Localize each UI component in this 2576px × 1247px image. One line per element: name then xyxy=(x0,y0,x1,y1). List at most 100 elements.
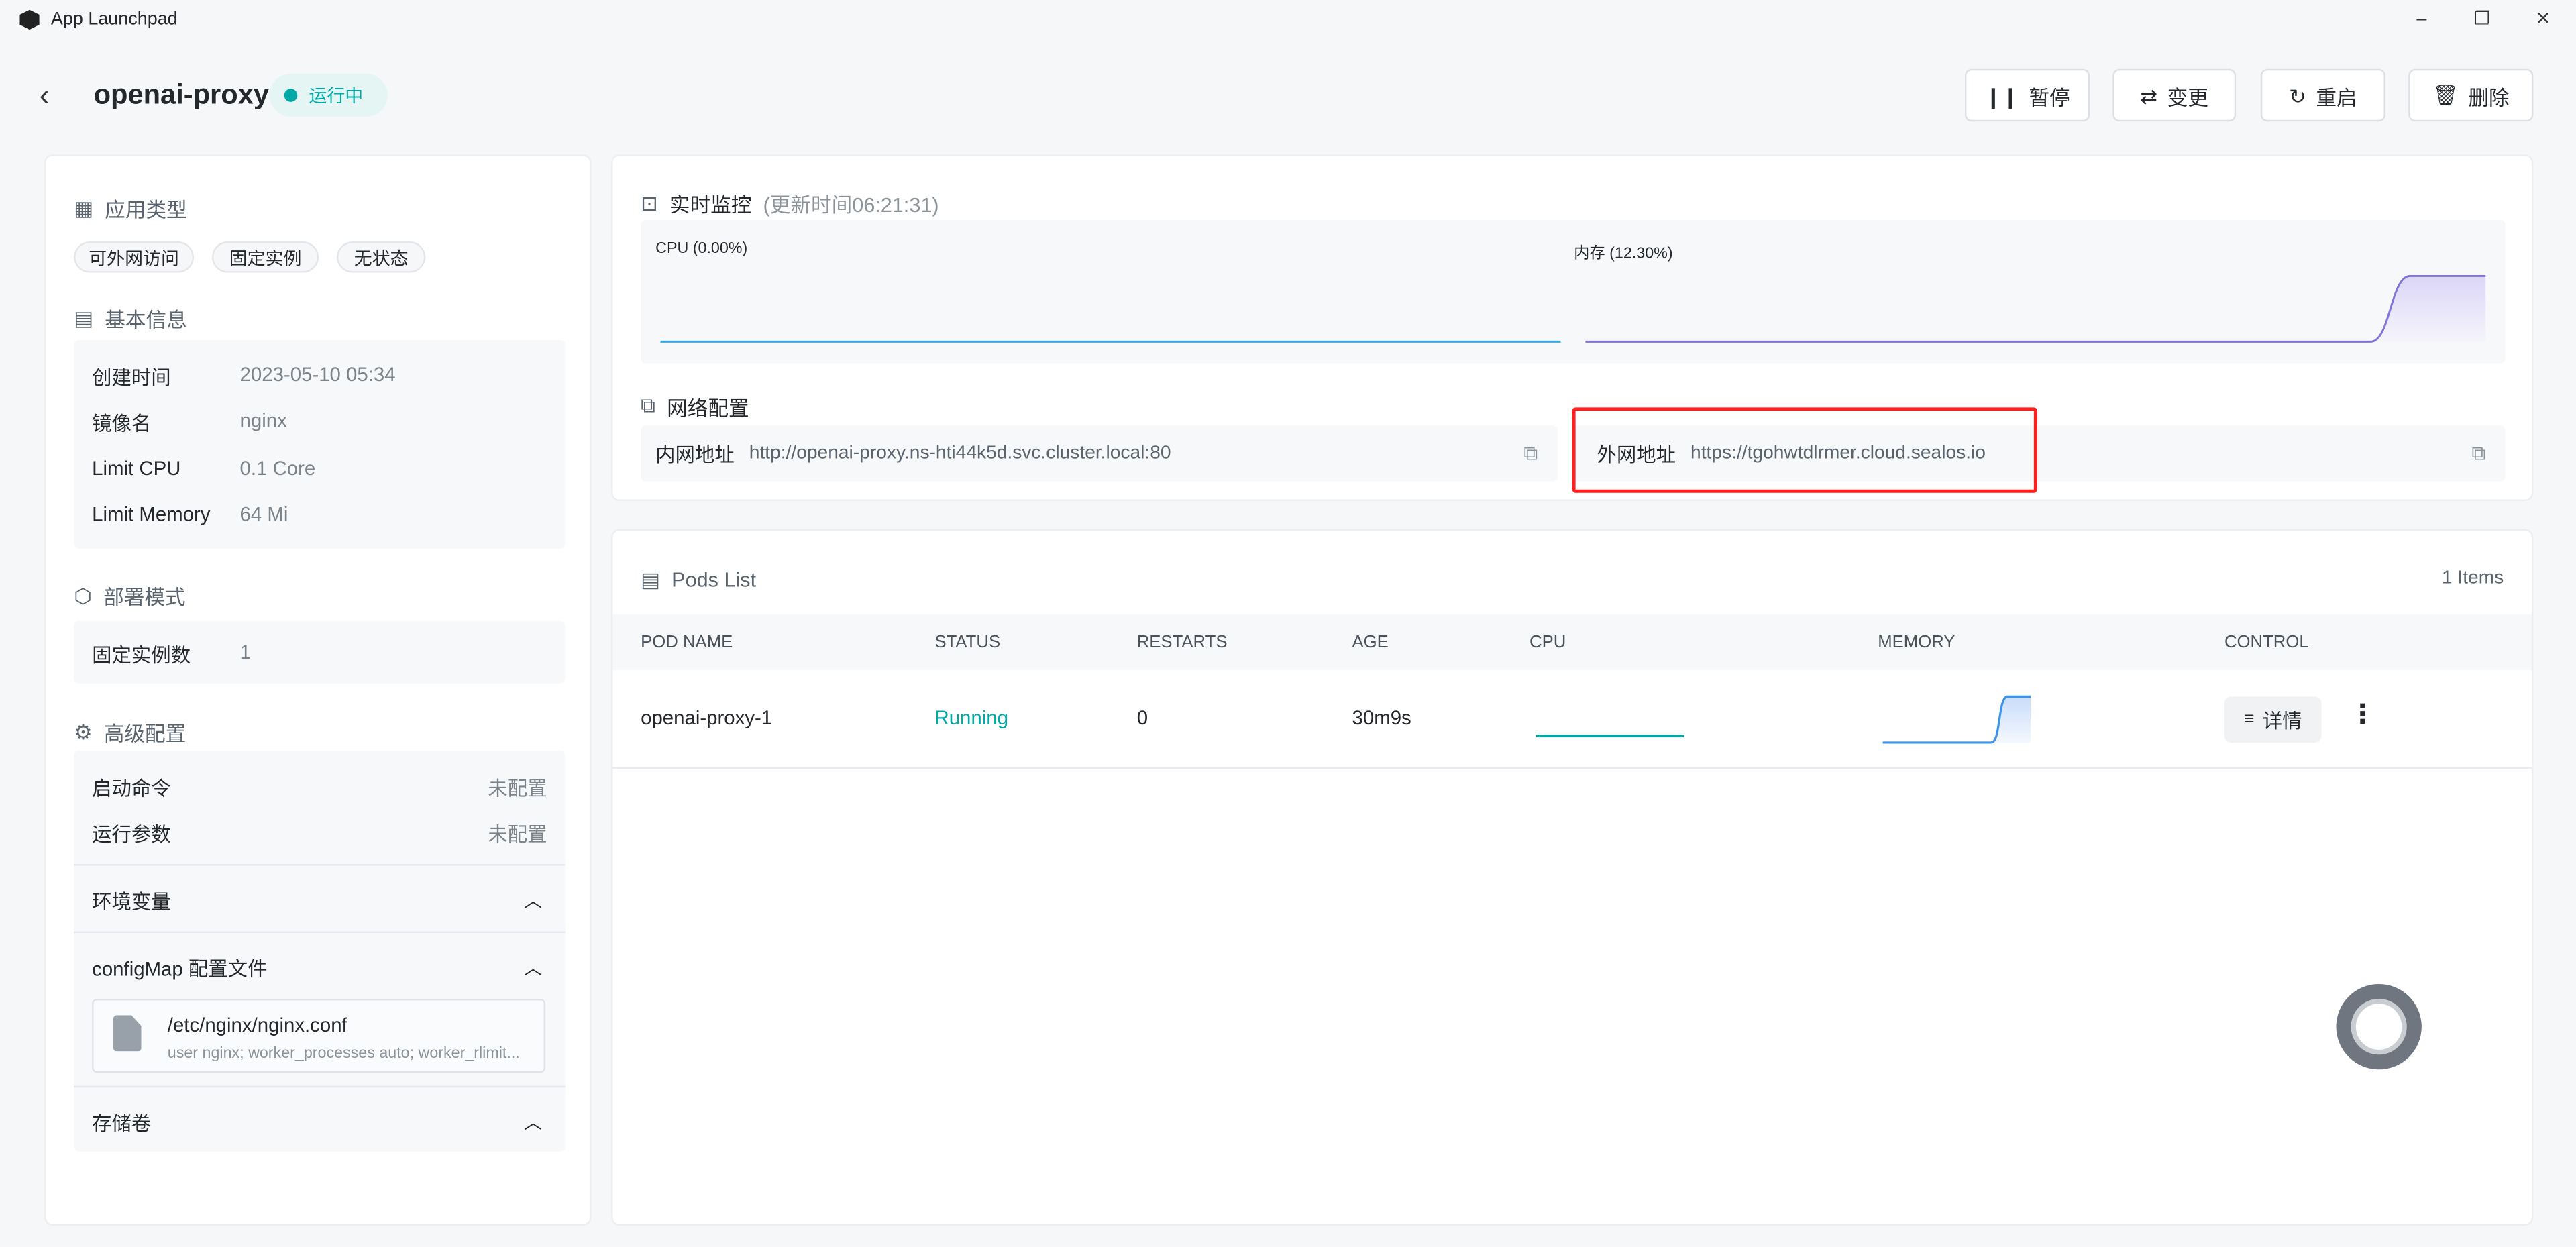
memory-sparkline xyxy=(1585,274,2486,343)
start-command-label: 启动命令 xyxy=(92,777,171,800)
monitor-icon: ⊡ xyxy=(641,192,658,215)
info-row-memory: Limit Memory 64 Mi xyxy=(92,502,547,525)
info-value: nginx xyxy=(239,409,287,433)
configmap-label: configMap 配置文件 xyxy=(92,957,268,981)
tag-public-access: 可外网访问 xyxy=(74,241,194,273)
pause-label: 暂停 xyxy=(2029,86,2070,109)
monitor-updated-time: (更新时间06:21:31) xyxy=(763,193,939,217)
tag-stateless: 无状态 xyxy=(337,241,426,273)
configmap-file-card[interactable]: /etc/nginx/nginx.conf user nginx; worker… xyxy=(92,998,546,1073)
column-header: CONTROL xyxy=(2224,632,2309,653)
env-vars-label: 环境变量 xyxy=(92,890,171,914)
change-button[interactable]: ⇄ 变更 xyxy=(2112,68,2237,122)
status-dot-icon xyxy=(284,89,298,102)
maximize-button[interactable]: ❐ xyxy=(2474,9,2491,30)
configmap-file-preview: user nginx; worker_processes auto; worke… xyxy=(167,1044,520,1063)
start-command-row: 启动命令 未配置 xyxy=(92,773,547,802)
change-label: 变更 xyxy=(2167,86,2209,109)
info-label: Limit Memory xyxy=(92,502,211,526)
info-row-image: 镜像名 nginx xyxy=(92,409,547,437)
file-settings-icon xyxy=(113,1015,142,1052)
advanced-title: 高级配置 xyxy=(103,722,186,746)
delete-button[interactable]: 🗑 删除 xyxy=(2408,68,2534,122)
assistant-icon xyxy=(2351,998,2407,1055)
configmap-file-path: /etc/nginx/nginx.conf xyxy=(167,1014,347,1037)
pod-restarts: 0 xyxy=(1136,706,1148,730)
instance-count-value: 1 xyxy=(239,641,251,664)
highlight-box xyxy=(1572,407,2037,493)
pods-title: Pods List xyxy=(672,567,757,591)
info-value: 0.1 Core xyxy=(239,456,316,480)
gear-icon: ⚙ xyxy=(74,721,93,745)
inner-address-box: 内网地址 http://openai-proxy.ns-hti44k5d.svc… xyxy=(641,425,1558,482)
column-header: CPU xyxy=(1529,632,1566,653)
memory-chart-label: 内存 (12.30%) xyxy=(1574,240,1672,263)
swap-icon: ⇄ xyxy=(2140,85,2158,108)
copy-icon[interactable]: ⧉ xyxy=(2471,441,2486,464)
close-button[interactable]: ✕ xyxy=(2535,9,2551,30)
cpu-sparkline xyxy=(660,340,1561,343)
start-command-value: 未配置 xyxy=(488,777,547,800)
basic-info-title: 基本信息 xyxy=(105,309,187,332)
advanced-heading: ⚙ 高级配置 xyxy=(74,716,186,748)
chevron-up-icon[interactable]: ︿ xyxy=(524,1114,543,1134)
column-header: POD NAME xyxy=(641,632,733,653)
trash-icon: 🗑 xyxy=(2432,83,2459,106)
pause-button[interactable]: ❙❙ 暂停 xyxy=(1965,68,2090,122)
pods-count: 1 Items xyxy=(2441,568,2504,588)
status-badge: 运行中 xyxy=(269,74,388,117)
storage-toggle[interactable]: 存储卷 xyxy=(92,1109,547,1137)
restart-button[interactable]: ↻ 重启 xyxy=(2260,68,2385,122)
more-options-icon[interactable]: ⋮ xyxy=(2349,701,2376,730)
app-info-panel: ▦ 应用类型 可外网访问 固定实例 无状态 ▤ 基本信息 创建时间 2023-05-1… xyxy=(44,154,592,1226)
info-value: 64 Mi xyxy=(239,502,288,526)
pod-age: 30m9s xyxy=(1352,706,1411,730)
instance-count-row: 固定实例数 1 xyxy=(92,641,547,669)
env-vars-toggle[interactable]: 环境变量 xyxy=(92,887,547,915)
grid-icon: ▦ xyxy=(74,197,94,221)
inner-address-label: 内网地址 xyxy=(655,443,735,466)
copy-icon[interactable]: ⧉ xyxy=(1523,441,1538,464)
restart-label: 重启 xyxy=(2316,86,2357,109)
monitor-charts: CPU (0.00%) 内存 (12.30%) xyxy=(641,220,2506,364)
column-header: RESTARTS xyxy=(1136,632,1228,653)
app-name-title: openai-proxy xyxy=(93,78,270,111)
monitor-title: 实时监控 xyxy=(669,193,752,217)
monitor-network-card: ⊡ 实时监控 (更新时间06:21:31) CPU (0.00%) 内存 (12.3… xyxy=(611,154,2534,501)
column-header: MEMORY xyxy=(1878,632,1955,653)
pause-icon: ❙❙ xyxy=(1984,85,2019,108)
network-icon: ⧉ xyxy=(641,394,655,418)
cpu-value: (0.00%) xyxy=(692,239,748,258)
network-title: 网络配置 xyxy=(667,397,749,421)
outer-address-box: 外网地址 https://tgohwtdlrmer.cloud.sealos.i… xyxy=(1574,425,2506,482)
pods-table-header xyxy=(612,614,2532,671)
memory-label: 内存 xyxy=(1574,244,1605,263)
tag-fixed-instance: 固定实例 xyxy=(211,241,319,273)
advanced-box: 启动命令 未配置 运行参数 未配置 环境变量 ︿ configMap 配置文件 ︿ … xyxy=(74,751,566,1152)
memory-value: (12.30%) xyxy=(1609,244,1673,263)
info-row-created: 创建时间 2023-05-10 05:34 xyxy=(92,363,547,391)
network-heading: ⧉ 网络配置 xyxy=(641,391,749,423)
app-logo-icon xyxy=(19,9,40,30)
pod-detail-button[interactable]: ≡ 详情 xyxy=(2224,696,2322,743)
back-button[interactable]: ‹ xyxy=(39,78,50,112)
configmap-toggle[interactable]: configMap 配置文件 xyxy=(92,955,547,983)
floating-assistant-button[interactable] xyxy=(2336,983,2422,1070)
app-type-title: 应用类型 xyxy=(105,199,187,222)
basic-info-heading: ▤ 基本信息 xyxy=(74,303,187,334)
window-title: App Launchpad xyxy=(50,9,178,30)
cube-icon: ⬡ xyxy=(74,584,92,608)
deploy-mode-heading: ⬡ 部署模式 xyxy=(74,580,185,611)
minimize-button[interactable]: – xyxy=(2416,9,2427,30)
outer-address-label: 外网地址 xyxy=(1597,443,1676,466)
outer-address-url[interactable]: https://tgohwtdlrmer.cloud.sealos.io xyxy=(1690,443,1986,464)
info-label: 镜像名 xyxy=(92,412,152,435)
table-row-divider xyxy=(612,767,2532,769)
detail-label: 详情 xyxy=(2262,708,2302,733)
chevron-up-icon[interactable]: ︿ xyxy=(524,891,543,912)
chevron-up-icon[interactable]: ︿ xyxy=(524,959,543,979)
pods-heading: ▤ Pods List xyxy=(641,567,756,592)
inner-address-url[interactable]: http://openai-proxy.ns-hti44k5d.svc.clus… xyxy=(749,443,1171,464)
deploy-mode-box: 固定实例数 1 xyxy=(74,620,566,684)
info-label: Limit CPU xyxy=(92,456,181,480)
